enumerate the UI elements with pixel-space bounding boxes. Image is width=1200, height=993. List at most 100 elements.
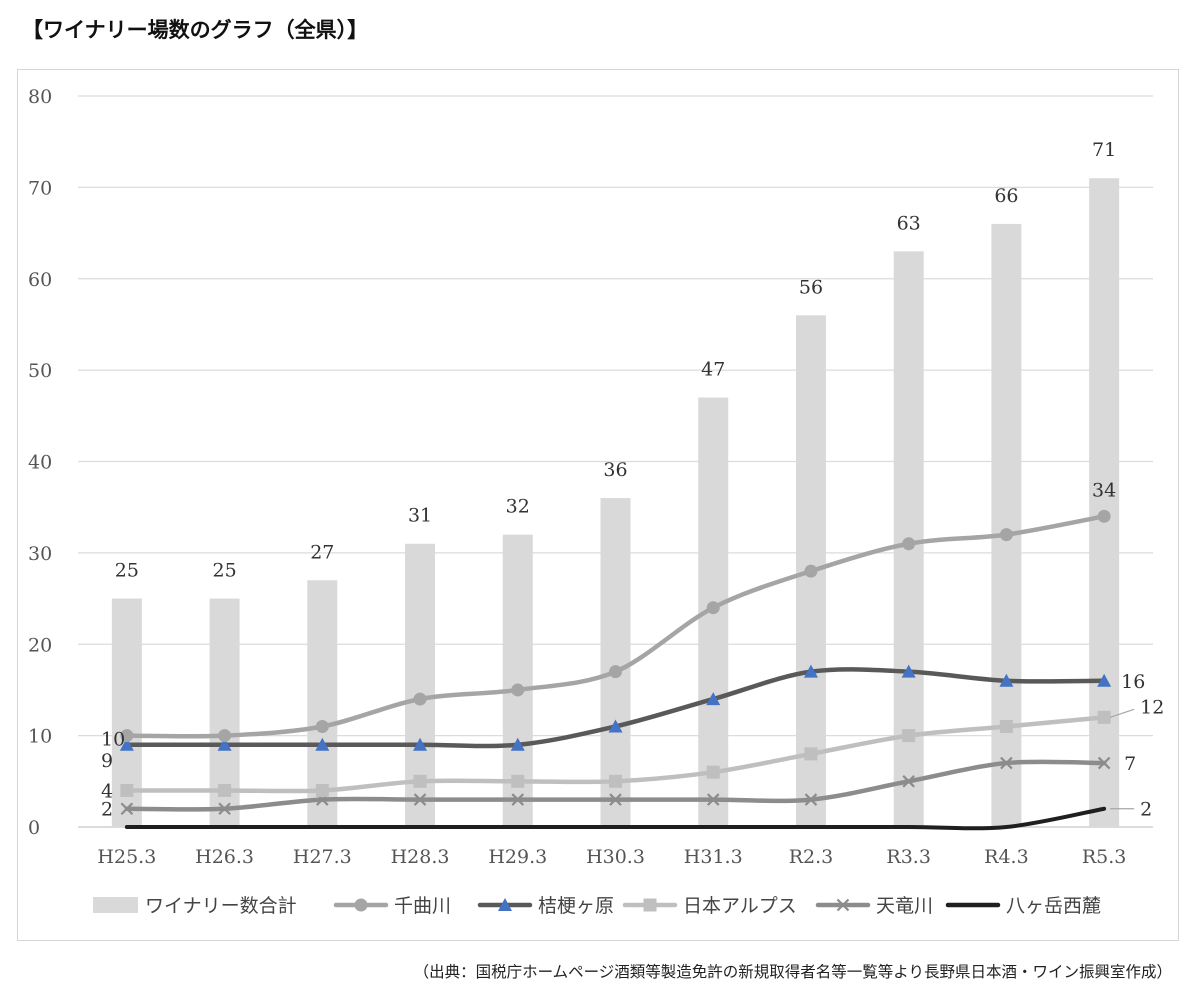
x-tick-label: R5.3 [1082, 846, 1127, 868]
series-marker [413, 737, 428, 751]
series-marker [218, 729, 232, 743]
bar-data-label: 71 [1092, 139, 1116, 161]
x-tick-label: H26.3 [195, 846, 254, 868]
series-marker [609, 774, 622, 788]
series-start-label: 4 [101, 780, 113, 802]
bar-data-label: 56 [799, 276, 823, 298]
series-marker [706, 765, 720, 779]
series-end-label: 34 [1092, 479, 1116, 501]
series-marker [1097, 673, 1112, 687]
legend-label: 日本アルプス [683, 895, 797, 917]
bar-data-label: 32 [506, 496, 530, 518]
y-tick-label: 60 [28, 269, 52, 291]
bar-data-label: 31 [408, 505, 432, 527]
leader-line [1109, 708, 1135, 718]
series-marker [120, 729, 134, 743]
y-tick-label: 70 [28, 177, 52, 199]
x-tick-label: R2.3 [789, 846, 834, 868]
chart-frame: 0 10 20 30 40 50 60 70 80 25 25 27 31 32 36 47 56 63 66 71 H… [17, 69, 1179, 941]
bar [991, 223, 1022, 828]
y-tick-label: 10 [28, 726, 52, 748]
y-tick-label: 20 [28, 634, 52, 656]
y-tick-label: 0 [28, 817, 40, 839]
x-tick-label: H27.3 [293, 846, 352, 868]
series-start-label: 9 [101, 750, 113, 772]
series-marker [1097, 756, 1111, 770]
series-marker [999, 528, 1013, 542]
series-marker [511, 683, 525, 697]
series-marker [413, 774, 427, 788]
series-marker [1097, 710, 1111, 724]
y-tick-label: 50 [28, 360, 52, 382]
series-marker [218, 802, 231, 816]
series-end-label: 12 [1140, 696, 1164, 718]
y-tick-label: 30 [28, 543, 52, 565]
series-marker [315, 719, 329, 733]
x-tick-label: H31.3 [684, 846, 743, 868]
series-end-label: 7 [1124, 753, 1136, 775]
bar [1089, 178, 1120, 828]
series-marker [315, 783, 329, 797]
legend-swatch [93, 897, 138, 913]
y-tick-label: 80 [28, 86, 52, 108]
legend-label: 桔梗ヶ原 [538, 895, 614, 917]
legend-marker [498, 898, 512, 911]
series-marker [510, 737, 525, 751]
series-marker [804, 747, 818, 761]
series-end-label: 16 [1121, 671, 1145, 693]
bar [600, 498, 631, 827]
source-note: （出典：国税庁ホームページ酒類等製造免許の新規取得者名等一覧等より長野県日本酒・… [413, 963, 1172, 981]
bar-data-label: 27 [310, 541, 334, 563]
legend-label: 千曲川 [394, 895, 451, 917]
x-tick-label: R4.3 [984, 846, 1029, 868]
bar-data-label: 66 [994, 185, 1018, 207]
series-marker [511, 793, 525, 806]
series-marker [413, 692, 427, 706]
legend-marker [354, 898, 368, 912]
series-marker [706, 692, 721, 706]
series-marker [609, 793, 622, 806]
series-line [124, 806, 1107, 831]
bar-data-label: 25 [115, 560, 139, 582]
y-tick-label: 40 [28, 452, 52, 474]
series-end-label: 2 [1140, 799, 1152, 821]
x-tick-label: H30.3 [586, 846, 645, 868]
series-marker [217, 737, 232, 751]
series-marker [902, 729, 916, 743]
series-start-label: 10 [101, 729, 125, 751]
series-marker [902, 537, 916, 551]
legend-label: 天竜川 [876, 895, 933, 917]
series-marker [218, 783, 232, 797]
series-marker [315, 737, 330, 751]
bar-data-label: 25 [212, 560, 236, 582]
series-marker [804, 793, 818, 806]
x-tick-label: H25.3 [97, 846, 156, 868]
bar-data-label: 47 [701, 359, 725, 381]
series-marker [608, 719, 623, 733]
x-tick-label: R3.3 [886, 846, 931, 868]
series-marker [999, 719, 1013, 733]
series-marker [511, 774, 525, 788]
legend-label: 八ヶ岳西麓 [1006, 895, 1101, 917]
series-marker [119, 737, 134, 751]
series-marker [999, 673, 1014, 687]
x-tick-label: H29.3 [488, 846, 547, 868]
series-marker [902, 775, 915, 788]
series-marker [1097, 509, 1111, 523]
bar-data-label: 63 [897, 212, 921, 234]
series-marker [1000, 756, 1013, 770]
series-marker [609, 665, 622, 679]
series-marker [413, 793, 427, 806]
legend-marker [643, 898, 657, 912]
series-marker [120, 783, 134, 797]
page-title: 【ワイナリー場数のグラフ（全県）】 [22, 18, 369, 42]
legend-marker [836, 898, 850, 912]
series-marker [706, 601, 720, 615]
series-marker [706, 793, 720, 806]
series-marker [901, 664, 916, 678]
x-tick-label: H28.3 [391, 846, 450, 868]
series-marker [120, 802, 134, 816]
bar-data-label: 36 [603, 459, 627, 481]
series-start-label: 2 [101, 799, 113, 821]
